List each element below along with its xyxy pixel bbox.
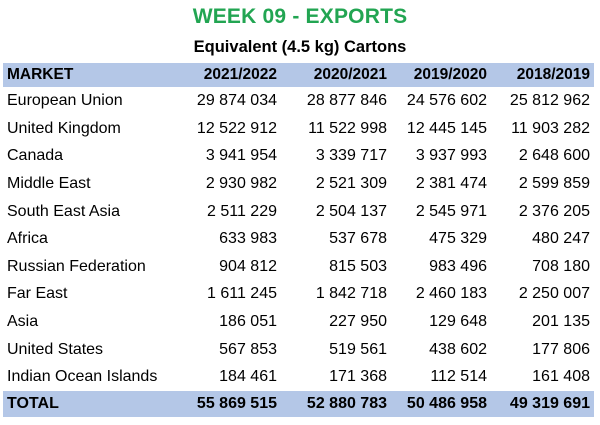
market-name-cell: Africa xyxy=(7,230,48,248)
value-cell: 129 648 xyxy=(429,313,487,331)
column-header-2019-2020: 2019/2020 xyxy=(391,63,491,87)
value-cell: 24 576 602 xyxy=(406,92,487,110)
value-cell: 2 599 859 xyxy=(518,175,590,193)
value-cell: 2 376 205 xyxy=(518,202,590,220)
column-header-market: MARKET xyxy=(3,63,181,87)
market-name-cell: United Kingdom xyxy=(7,119,121,137)
market-name-cell: Far East xyxy=(7,285,68,303)
column-header-2021-2022: 2021/2022 xyxy=(181,63,281,87)
table-row: South East Asia 2 511 229 2 504 137 2 545 9… xyxy=(3,197,594,225)
value-cell: 904 812 xyxy=(219,257,277,275)
value-cell: 2 545 971 xyxy=(415,202,487,220)
value-cell: 708 180 xyxy=(532,257,590,275)
table-row: Africa 633 983 537 678 475 329 480 247 xyxy=(3,225,594,253)
value-cell: 475 329 xyxy=(429,230,487,248)
table-row: European Union 29 874 034 28 877 846 24 576… xyxy=(3,87,594,115)
value-cell: 171 368 xyxy=(329,368,387,386)
value-cell: 537 678 xyxy=(329,230,387,248)
value-cell: 3 937 993 xyxy=(415,147,487,165)
value-cell: 3 941 954 xyxy=(205,147,277,165)
value-cell: 2 250 007 xyxy=(518,285,590,303)
value-cell: 12 522 912 xyxy=(196,119,277,137)
value-cell: 480 247 xyxy=(532,230,590,248)
value-cell: 2 648 600 xyxy=(518,147,590,165)
value-cell: 186 051 xyxy=(219,313,277,331)
total-cell: 52 880 783 xyxy=(281,390,391,417)
column-header-2020-2021: 2020/2021 xyxy=(281,63,391,87)
market-name-cell: Russian Federation xyxy=(7,257,146,275)
value-cell: 184 461 xyxy=(219,368,277,386)
value-cell: 2 381 474 xyxy=(415,175,487,193)
total-cell: 50 486 958 xyxy=(391,390,491,417)
value-cell: 2 460 183 xyxy=(415,285,487,303)
value-cell: 2 521 309 xyxy=(315,175,387,193)
value-cell: 161 408 xyxy=(532,368,590,386)
value-cell: 567 853 xyxy=(219,340,277,358)
value-cell: 112 514 xyxy=(430,368,487,386)
report-title: WEEK 09 - EXPORTS xyxy=(192,5,408,28)
table-row: United States 567 853 519 561 438 602 177 80… xyxy=(3,335,594,363)
value-cell: 28 877 846 xyxy=(306,92,387,110)
value-cell: 1 611 245 xyxy=(207,285,277,303)
value-cell: 815 503 xyxy=(329,257,387,275)
table-row: Indian Ocean Islands 184 461 171 368 112 51… xyxy=(3,363,594,391)
market-name-cell: Asia xyxy=(7,313,39,331)
value-cell: 1 842 718 xyxy=(315,285,387,303)
total-cell: 49 319 691 xyxy=(491,390,594,417)
table-body: European Union 29 874 034 28 877 846 24 576… xyxy=(3,87,594,391)
table-row: United Kingdom 12 522 912 11 522 998 12 445… xyxy=(3,115,594,143)
value-cell: 519 561 xyxy=(329,340,387,358)
value-cell: 633 983 xyxy=(219,230,277,248)
value-cell: 177 806 xyxy=(532,340,590,358)
value-cell: 438 602 xyxy=(429,340,487,358)
value-cell: 12 445 145 xyxy=(406,119,487,137)
table-row: Far East 1 611 245 1 842 718 2 460 183 2 250… xyxy=(3,280,594,308)
report-subtitle: Equivalent (4.5 kg) Cartons xyxy=(193,38,407,56)
market-name-cell: Indian Ocean Islands xyxy=(7,368,158,386)
value-cell: 11 903 282 xyxy=(511,119,590,137)
value-cell: 2 930 982 xyxy=(205,175,277,193)
table-row: Canada 3 941 954 3 339 717 3 937 993 2 648 6… xyxy=(3,142,594,170)
total-cell: 55 869 515 xyxy=(181,390,281,417)
total-row: TOTAL 55 869 515 52 880 783 50 486 958 4… xyxy=(3,390,594,417)
value-cell: 25 812 962 xyxy=(509,92,590,110)
market-name-cell: Middle East xyxy=(7,175,91,193)
value-cell: 3 339 717 xyxy=(315,147,387,165)
market-name-cell: South East Asia xyxy=(7,202,120,220)
market-name-cell: European Union xyxy=(7,92,123,110)
value-cell: 11 522 998 xyxy=(308,119,387,137)
value-cell: 2 511 229 xyxy=(207,202,277,220)
column-header-2018-2019: 2018/2019 xyxy=(491,63,594,87)
table-row: Russian Federation 904 812 815 503 983 496 7… xyxy=(3,253,594,281)
value-cell: 983 496 xyxy=(429,257,487,275)
table-header-row: MARKET 2021/2022 2020/2021 2019/2020 201… xyxy=(3,63,594,87)
total-label: TOTAL xyxy=(3,390,181,417)
value-cell: 2 504 137 xyxy=(315,202,387,220)
market-name-cell: United States xyxy=(7,340,104,358)
market-name-cell: Canada xyxy=(7,147,64,165)
exports-table: MARKET 2021/2022 2020/2021 2019/2020 201… xyxy=(3,63,594,417)
value-cell: 227 950 xyxy=(329,313,387,331)
table-row: Middle East 2 930 982 2 521 309 2 381 474 2 … xyxy=(3,170,594,198)
value-cell: 201 135 xyxy=(532,313,590,331)
value-cell: 29 874 034 xyxy=(196,92,277,110)
table-row: Asia 186 051 227 950 129 648 201 135 xyxy=(3,308,594,336)
